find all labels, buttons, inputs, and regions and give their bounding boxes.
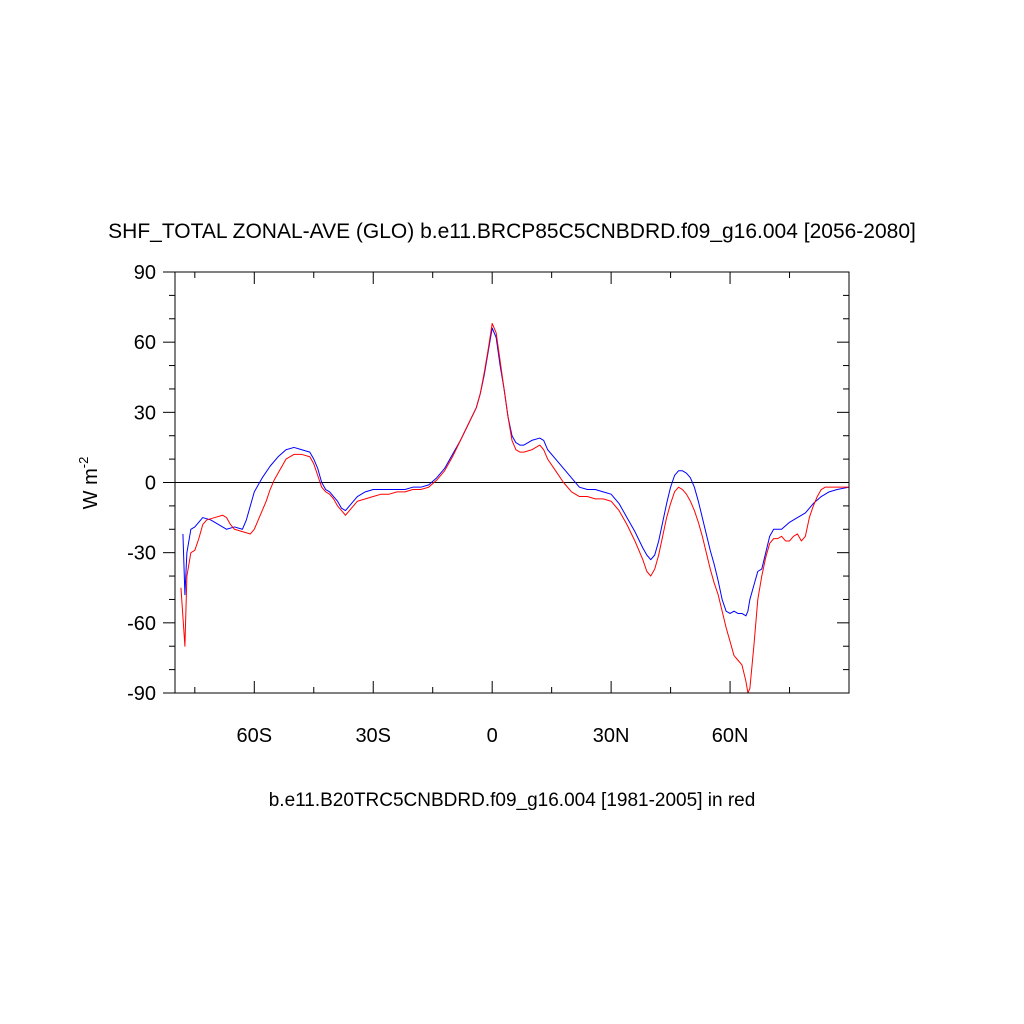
y-tick-label: -90 [127,683,156,705]
y-tick-label: 0 [145,473,156,495]
y-tick-label: 30 [134,402,156,424]
x-tick-label: 0 [487,725,498,747]
x-tick-label: 60S [236,725,272,747]
y-tick-label: -30 [127,543,156,565]
y-axis-label-superscript: -2 [76,457,91,469]
svg-text:W m-2: W m-2 [76,457,102,510]
y-tick-label: 90 [134,262,156,284]
chart-caption: b.e11.B20TRC5CNBDRD.f09_g16.004 [1981-20… [269,790,756,811]
x-tick-label: 60N [712,725,749,747]
tick-labels: 90 60 30 0 -30 -60 -90 60S 30S 0 30N 60N [127,262,748,747]
y-axis-label-base: W m [80,468,102,509]
y-tick-label: -60 [127,613,156,635]
series-line-1 [182,327,850,617]
y-tick-label: 60 [134,332,156,354]
axes [163,271,850,694]
series-line-2 [180,322,849,694]
chart-title: SHF_TOTAL ZONAL-AVE (GLO) b.e11.BRCP85C5… [108,220,916,243]
plot-area [175,322,850,694]
x-tick-label: 30N [593,725,630,747]
x-tick-label: 30S [355,725,391,747]
y-axis-label: W m-2 [76,457,102,510]
